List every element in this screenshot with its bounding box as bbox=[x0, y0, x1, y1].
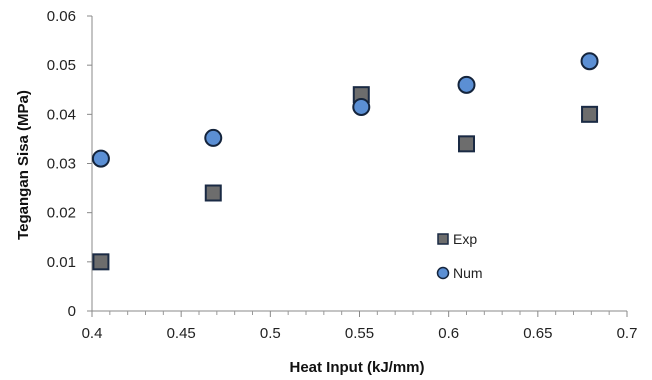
y-tick-label: 0.01 bbox=[47, 254, 76, 271]
y-tick-label: 0.04 bbox=[47, 106, 76, 123]
x-tick-label: 0.45 bbox=[167, 325, 196, 342]
exp-point bbox=[204, 184, 222, 202]
legend-exp-marker bbox=[437, 233, 449, 245]
x-tick-label: 0.5 bbox=[260, 325, 281, 342]
y-tick-label: 0.02 bbox=[47, 205, 76, 222]
num-point bbox=[580, 52, 599, 71]
x-tick-label: 0.7 bbox=[617, 325, 638, 342]
exp-point bbox=[581, 105, 599, 123]
x-tick-label: 0.6 bbox=[438, 325, 459, 342]
y-tick-label: 0 bbox=[68, 303, 76, 320]
y-axis-title: Tegangan Sisa (MPa) bbox=[15, 90, 32, 240]
exp-point bbox=[458, 135, 475, 153]
num-point bbox=[352, 97, 371, 116]
x-axis-title: Heat Input (kJ/mm) bbox=[289, 359, 424, 376]
tick-labels: 0 0.01 0.02 0.03 0.04 0.05 0.06 0.4 0.45 0.5 0.55 0… bbox=[47, 8, 638, 342]
x-tick-label: 0.4 bbox=[82, 325, 103, 342]
x-tick-label: 0.65 bbox=[523, 325, 552, 342]
legend: Exp Num bbox=[436, 231, 483, 281]
legend-label: Num bbox=[453, 265, 483, 281]
num-point bbox=[457, 75, 476, 94]
legend-label: Exp bbox=[453, 231, 477, 247]
num-point bbox=[91, 149, 110, 168]
y-tick-label: 0.05 bbox=[47, 57, 76, 74]
axes bbox=[87, 15, 628, 317]
y-tick-label: 0.06 bbox=[47, 8, 76, 25]
x-tick-label: 0.55 bbox=[345, 325, 374, 342]
legend-num-marker bbox=[436, 266, 450, 280]
y-tick-label: 0.03 bbox=[47, 156, 76, 173]
exp-point bbox=[92, 253, 110, 271]
data-points bbox=[91, 52, 599, 271]
num-point bbox=[204, 128, 223, 147]
